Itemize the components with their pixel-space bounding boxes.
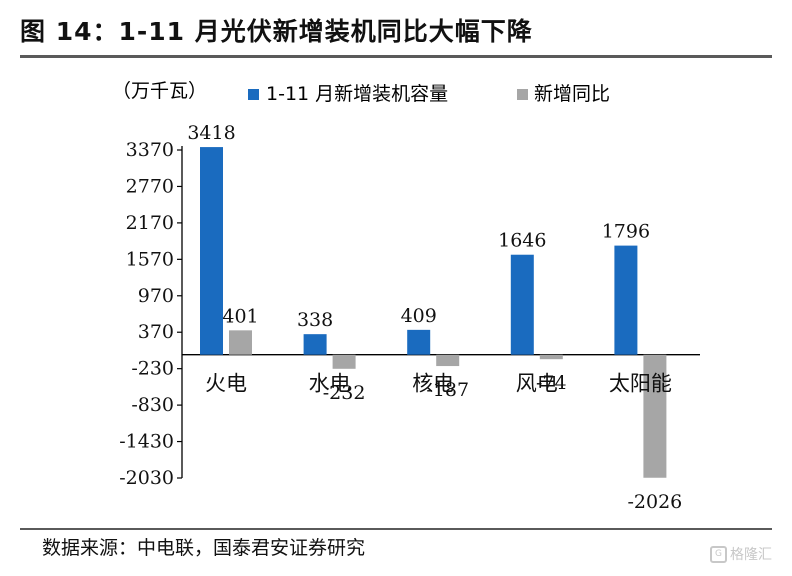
watermark-logo-icon: G [710, 545, 727, 563]
data-label-yoy: -187 [426, 379, 469, 401]
category-label: 水电 [309, 372, 351, 396]
y-tick-label: 3370 [126, 139, 174, 161]
data-label-yoy: -232 [323, 382, 366, 404]
footer-divider [20, 528, 772, 530]
category-label: 火电 [205, 372, 247, 396]
legend-label-yoy: 新增同比 [534, 83, 610, 105]
y-tick-label: 370 [138, 321, 174, 343]
bar-capacity-太阳能 [614, 245, 638, 355]
y-tick-label: 970 [138, 285, 174, 307]
y-tick-label: 2170 [126, 212, 174, 234]
data-label-capacity: 3418 [187, 122, 235, 144]
legend-swatch-yoy [517, 89, 528, 100]
y-tick-label: -230 [131, 358, 174, 380]
bars [200, 147, 667, 478]
title-divider [20, 55, 772, 58]
bar-yoy-火电 [229, 330, 252, 355]
y-tick-label: -2030 [119, 467, 174, 489]
data-label-yoy: -74 [536, 372, 567, 394]
chart-title: 图 14：1-11 月光伏新增装机同比大幅下降 [20, 17, 533, 46]
watermark: G 格隆汇 [710, 544, 772, 564]
legend: 1-11 月新增装机容量 新增同比 [248, 83, 610, 105]
bar-chart: （万千瓦） 1-11 月新增装机容量 新增同比 3370 2770 2170 1570… [112, 80, 700, 513]
data-labels: 3418 401 338 -232 409 -187 1646 -74 1796 -2026 [187, 122, 682, 513]
y-tick-label: 2770 [126, 175, 174, 197]
watermark-text: 格隆汇 [730, 547, 772, 563]
legend-label-capacity: 1-11 月新增装机容量 [266, 83, 448, 105]
source-note: 数据来源：中电联，国泰君安证券研究 [42, 537, 366, 559]
bar-yoy-太阳能 [643, 354, 667, 478]
bar-capacity-水电 [303, 334, 327, 355]
legend-swatch-capacity [248, 89, 259, 100]
y-tick-label: -830 [131, 394, 174, 416]
bar-yoy-水电 [332, 354, 356, 369]
data-label-yoy: -2026 [628, 491, 683, 513]
data-label-capacity: 1646 [498, 230, 546, 252]
data-label-capacity: 1796 [602, 221, 650, 243]
bar-capacity-核电 [407, 329, 431, 355]
data-label-capacity: 338 [297, 309, 333, 331]
data-label-capacity: 409 [401, 305, 437, 327]
category-labels: 火电 水电 核电 风电 太阳能 [205, 372, 672, 396]
bar-yoy-风电 [539, 354, 563, 360]
category-label: 风电 [516, 372, 558, 396]
bar-capacity-火电 [200, 147, 223, 355]
bar-yoy-核电 [436, 354, 460, 367]
y-axis-ticks: 3370 2770 2170 1570 970 370 -230 -830 -1430 -2030 [119, 139, 182, 489]
bar-capacity-风电 [510, 254, 534, 355]
y-tick-label: 1570 [126, 248, 174, 270]
category-label: 核电 [412, 372, 454, 396]
data-label-yoy: 401 [222, 305, 258, 327]
category-label: 太阳能 [609, 372, 672, 396]
y-tick-label: -1430 [119, 431, 174, 453]
unit-label: （万千瓦） [112, 80, 207, 102]
